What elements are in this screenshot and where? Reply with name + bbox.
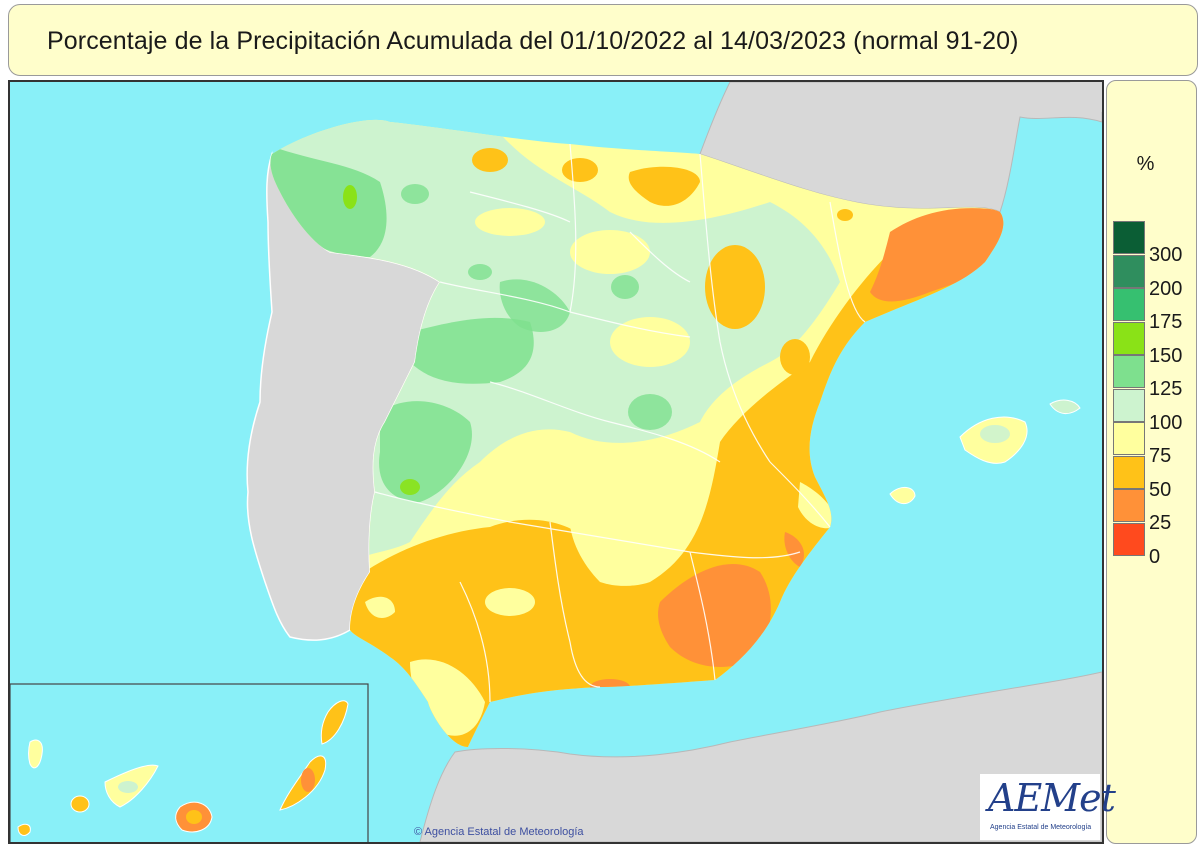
ibiza-island <box>889 487 916 505</box>
title-box: Porcentaje de la Precipitación Acumulada… <box>8 4 1198 76</box>
zone-50-75-teruel <box>780 339 810 375</box>
logo-text: AEMet <box>988 776 1116 820</box>
legend: % 300 200 175 150 125 100 75 50 25 0 <box>1106 80 1197 844</box>
legend-label: 100 <box>1149 411 1183 434</box>
zone-50-75-c <box>628 166 700 206</box>
zone-150-175-b <box>400 479 420 495</box>
zone-75-100-c <box>475 208 545 236</box>
africa-land <box>419 671 1102 842</box>
legend-label: 75 <box>1149 445 1172 467</box>
legend-swatch <box>1113 288 1145 321</box>
zone-25-50-alicante <box>784 532 805 567</box>
el-hierro-island <box>17 823 31 836</box>
legend-swatch <box>1113 254 1145 288</box>
zone-75-100-valencia <box>798 482 836 529</box>
mallorca-green <box>980 425 1010 443</box>
logo-subtitle: Agencia Estatal de Meteorología <box>990 824 1092 831</box>
tenerife-green <box>118 781 138 793</box>
aemet-logo: AEMet Agencia Estatal de Meteorología <box>980 774 1116 840</box>
gomera-island <box>70 795 90 813</box>
zone-75-100-b <box>610 317 690 367</box>
zone-75-100-a <box>570 230 650 274</box>
zone-75-100-d <box>485 588 535 616</box>
lanzarote-island <box>320 700 349 745</box>
legend-label: 175 <box>1149 311 1183 333</box>
zone-25-50-murcia <box>658 563 771 667</box>
copyright-text: © Agencia Estatal de Meteorología <box>414 826 584 838</box>
map-frame[interactable] <box>8 80 1104 844</box>
region-borders <box>374 143 866 703</box>
sardinia-land <box>1070 82 1102 112</box>
legend-swatch <box>1113 321 1145 355</box>
legend-swatch <box>1113 422 1145 455</box>
la-palma-island <box>28 739 43 769</box>
zone-125-150-c <box>401 184 429 204</box>
legend-swatch <box>1113 522 1145 556</box>
zone-50-75-a <box>472 148 508 172</box>
legend-label: 200 <box>1149 277 1183 300</box>
gran-canaria-center <box>186 810 202 824</box>
zone-125-150-west <box>270 142 387 257</box>
zone-125-150-mid <box>499 279 570 332</box>
legend-unit: % <box>1136 153 1155 175</box>
legend-label: 50 <box>1149 478 1172 501</box>
legend-label: 0 <box>1149 545 1161 568</box>
legend-swatch <box>1113 455 1145 489</box>
zone-50-75-ebro <box>705 245 765 329</box>
zone-75-100-andalucia <box>365 596 395 618</box>
precipitation-map <box>10 82 1102 842</box>
menorca-island <box>1049 399 1081 414</box>
zone-125-150-b <box>468 264 492 280</box>
zone-125-150-duero <box>410 317 534 384</box>
zone-75-100-south <box>569 502 670 586</box>
legend-label: 150 <box>1149 344 1183 367</box>
legend-swatch <box>1113 489 1145 522</box>
zone-25-50-catalonia <box>870 208 1004 302</box>
zone-125-150-a <box>611 275 639 299</box>
legend-label: 125 <box>1149 378 1183 400</box>
canary-inset <box>10 683 369 842</box>
legend-swatch <box>1113 221 1145 254</box>
legend-swatch <box>1113 355 1145 388</box>
zone-50-75-b <box>562 158 598 182</box>
fuerteventura-red <box>301 768 315 792</box>
zone-125-150-extremadura <box>379 401 472 502</box>
zone-125-150-centre <box>628 394 672 430</box>
legend-label: 300 <box>1149 244 1183 266</box>
zone-150-175-a <box>343 185 357 209</box>
zone-50-75-d <box>837 209 853 221</box>
map-title: Porcentaje de la Precipitación Acumulada… <box>47 27 1019 55</box>
legend-label: 25 <box>1149 512 1172 534</box>
legend-swatch <box>1113 388 1145 422</box>
